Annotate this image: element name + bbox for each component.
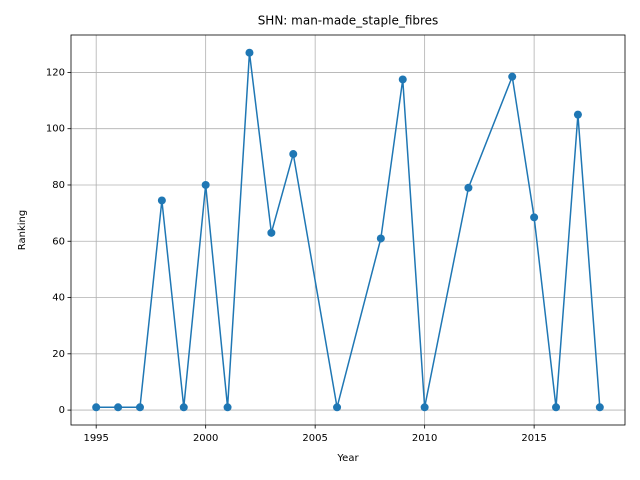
data-point xyxy=(552,403,561,412)
data-line xyxy=(96,52,601,409)
plot-frame xyxy=(70,34,626,426)
data-point xyxy=(289,150,298,159)
data-point xyxy=(420,403,429,412)
y-tick-label: 100 xyxy=(46,124,65,135)
y-tick-label: 0 xyxy=(59,405,65,416)
y-tick-label: 60 xyxy=(52,236,65,247)
data-point xyxy=(135,403,144,412)
data-point xyxy=(114,403,123,412)
x-tick-label: 2005 xyxy=(302,433,327,444)
data-point xyxy=(530,213,539,222)
data-point xyxy=(179,403,188,412)
x-tick-label: 2000 xyxy=(193,433,218,444)
data-point xyxy=(508,72,517,81)
data-point xyxy=(376,234,385,243)
data-point xyxy=(464,183,473,192)
y-tick-label: 40 xyxy=(52,293,65,304)
y-tick-label: 80 xyxy=(52,180,65,191)
data-point xyxy=(573,110,582,119)
y-axis-label: Ranking xyxy=(17,210,28,250)
y-tick-label: 120 xyxy=(46,67,65,78)
data-point xyxy=(201,180,210,189)
data-point xyxy=(245,48,254,57)
data-point xyxy=(267,228,276,237)
x-tick-label: 1995 xyxy=(83,433,108,444)
chart-title: SHN: man-made_staple_fibres xyxy=(258,14,439,28)
data-point xyxy=(595,403,604,412)
x-axis-label: Year xyxy=(336,453,359,464)
data-point xyxy=(398,75,407,84)
x-tick-label: 2010 xyxy=(412,433,437,444)
data-point xyxy=(157,196,166,205)
data-point xyxy=(92,403,101,412)
data-point xyxy=(333,403,342,412)
data-point xyxy=(223,403,232,412)
y-tick-label: 20 xyxy=(52,349,65,360)
x-tick-label: 2015 xyxy=(521,433,546,444)
